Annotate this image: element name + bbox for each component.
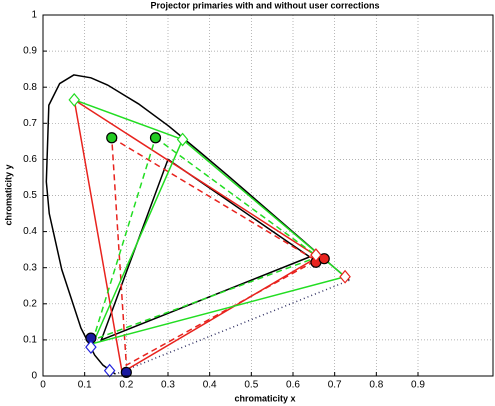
y-tick-label: 0.4	[23, 226, 37, 237]
x-tick-label: 0.3	[161, 380, 175, 391]
marker	[106, 132, 118, 144]
y-tick-label: 0.3	[23, 262, 37, 273]
marker	[85, 340, 97, 355]
series-line	[45, 74, 350, 375]
y-tick-label: 0.8	[23, 82, 37, 93]
marker	[103, 363, 116, 378]
x-tick-label: 0.6	[286, 380, 300, 391]
y-tick-label: 0.9	[23, 46, 37, 57]
x-tick-label: 0	[40, 380, 46, 391]
y-tick-label: 0.5	[23, 190, 37, 201]
series-line	[73, 99, 320, 374]
x-tick-label: 0.5	[244, 380, 258, 391]
x-tick-label: 0.9	[411, 380, 425, 391]
y-tick-label: 0.2	[23, 298, 37, 309]
x-tick-label: 0.2	[119, 380, 133, 391]
series-line	[91, 138, 347, 345]
marker	[176, 132, 189, 147]
series-line	[91, 137, 320, 342]
marker	[120, 366, 132, 378]
marker	[149, 132, 162, 144]
x-tick-label: 0.7	[328, 380, 342, 391]
marker	[318, 253, 330, 265]
series-line	[73, 99, 183, 141]
y-axis-label: chromaticity y	[3, 164, 13, 225]
y-tick-label: 1	[31, 10, 37, 21]
y-tick-label: 0	[31, 371, 37, 382]
marker	[68, 92, 81, 107]
x-axis-label: chromaticity x	[234, 393, 295, 403]
x-tick-label: 0.4	[203, 380, 217, 391]
x-tick-label: 0.8	[369, 380, 383, 391]
chart-title: Projector primaries with and without use…	[150, 0, 379, 10]
x-tick-label: 0.1	[78, 380, 92, 391]
y-tick-label: 0.1	[23, 335, 37, 346]
marker	[339, 269, 351, 284]
marker	[310, 248, 322, 263]
y-tick-label: 0.6	[23, 154, 37, 165]
y-tick-label: 0.7	[23, 118, 37, 129]
plot-frame	[42, 14, 494, 377]
